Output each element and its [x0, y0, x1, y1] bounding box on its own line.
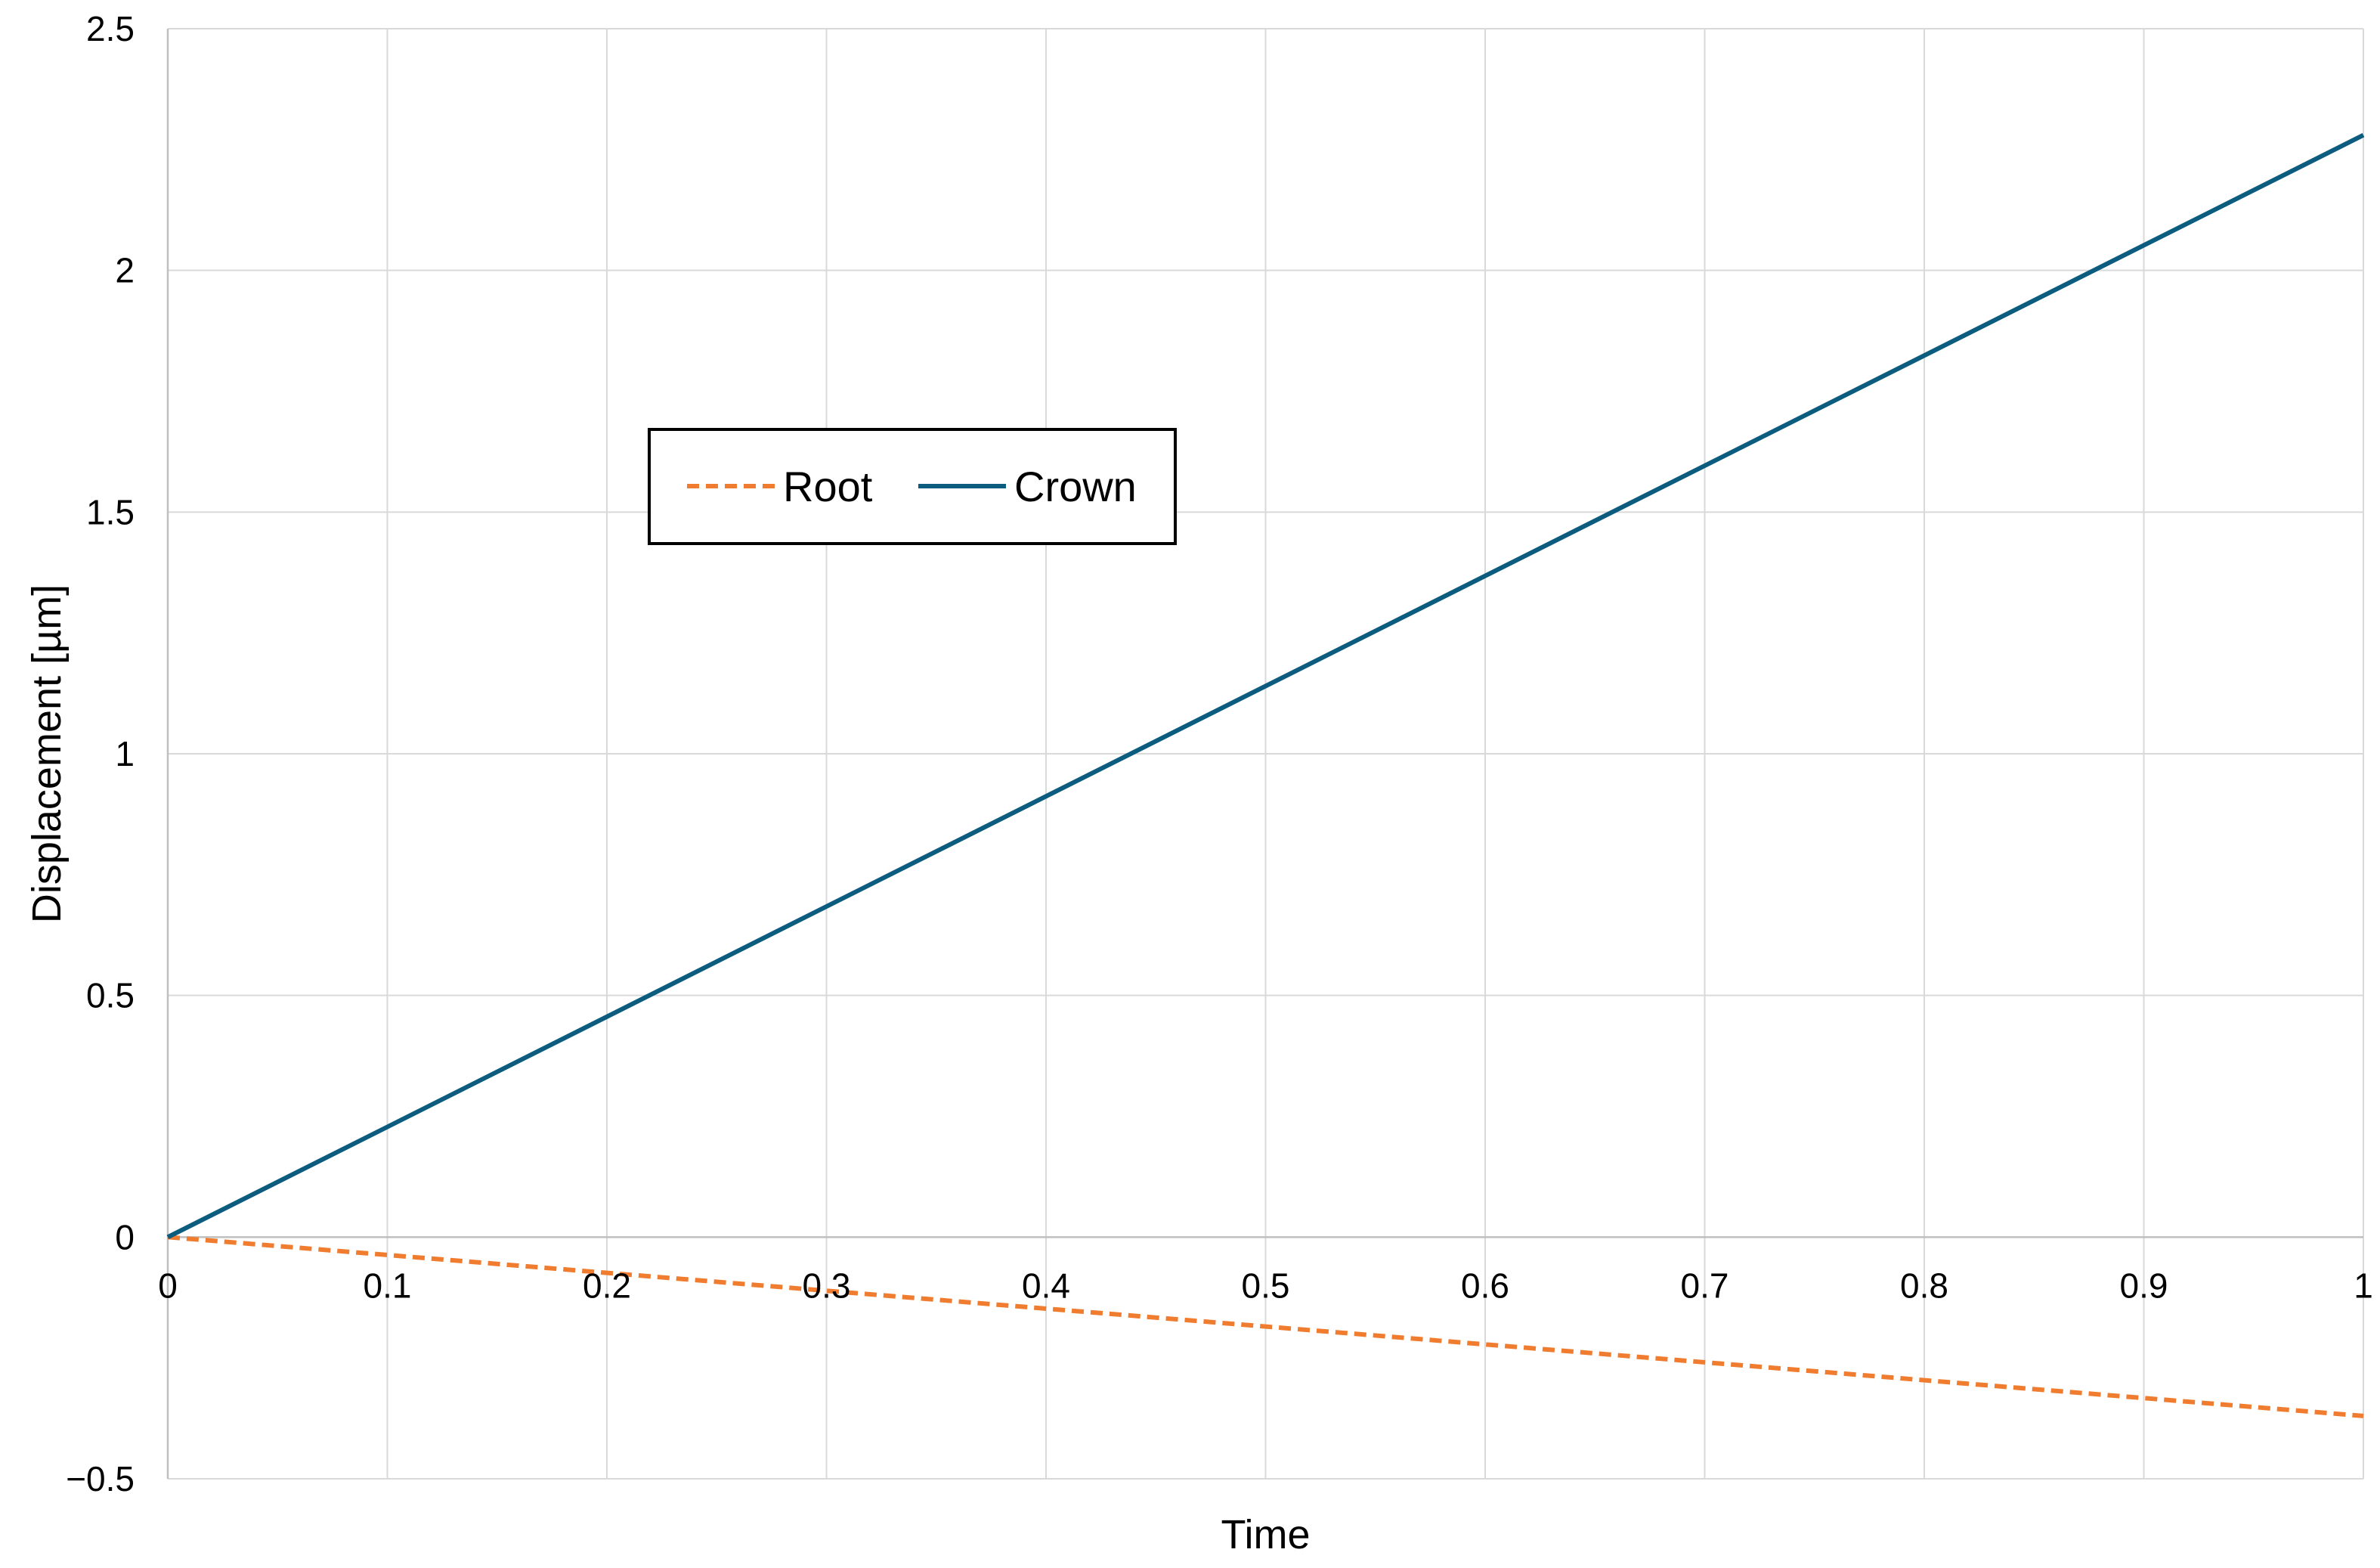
x-tick-label: 0.7 — [1681, 1266, 1729, 1305]
x-tick-label: 0.4 — [1022, 1266, 1070, 1305]
x-tick-label: 0.6 — [1461, 1266, 1509, 1305]
y-tick-label: 2.5 — [86, 9, 135, 48]
y-tick-label: 0.5 — [86, 976, 135, 1015]
x-tick-label: 0.1 — [364, 1266, 412, 1305]
legend-label-crown: Crown — [1014, 463, 1137, 510]
y-tick-label: −0.5 — [66, 1459, 135, 1498]
series-lines — [166, 133, 2365, 1418]
x-tick-label: 0 — [158, 1266, 178, 1305]
legend-label-root: Root — [783, 463, 873, 510]
x-tick-label: 0.9 — [2120, 1266, 2168, 1305]
grid-lines — [167, 28, 2364, 1480]
x-tick-label: 1 — [2354, 1266, 2373, 1305]
y-tick-label: 2 — [115, 251, 135, 290]
y-tick-label: 0 — [115, 1217, 135, 1257]
y-tick-label: 1.5 — [86, 492, 135, 531]
legend: Root Crown — [648, 428, 1177, 545]
series-line-root — [167, 1235, 2364, 1418]
x-tick-label: 0.8 — [1900, 1266, 1948, 1305]
x-tick-label: 0.5 — [1242, 1266, 1290, 1305]
x-tick-labels: 0 0.1 0.2 0.3 0.4 0.5 0.6 0.7 0.8 0.9 1 — [158, 1266, 2373, 1305]
x-axis-title: Time — [1221, 1512, 1311, 1557]
x-tick-label: 0.3 — [803, 1266, 851, 1305]
y-tick-labels: −0.5 0 0.5 1 1.5 2 2.5 — [66, 9, 135, 1498]
x-tick-label: 0.2 — [583, 1266, 631, 1305]
y-axis-title: Displacement [µm] — [24, 584, 70, 923]
series-line-crown — [166, 133, 2365, 1239]
y-tick-label: 1 — [115, 734, 135, 773]
